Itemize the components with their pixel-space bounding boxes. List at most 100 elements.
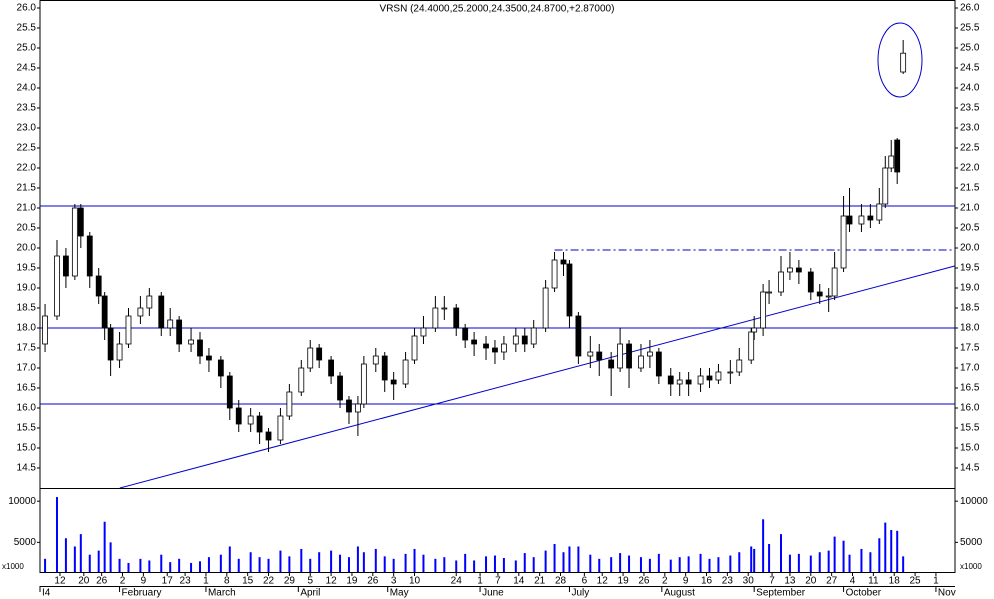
volume-bar [589, 554, 592, 572]
volume-bar [514, 560, 517, 572]
volume-bar [73, 546, 76, 572]
candle-body [816, 291, 823, 297]
volume-bar [869, 552, 872, 572]
candle-body [167, 319, 174, 329]
y-tick-label-right: 23.5 [960, 103, 980, 114]
month-label: July [571, 588, 589, 599]
y-tick-label-right: 26.0 [960, 3, 980, 14]
trend-line [119, 265, 955, 489]
month-label: March [208, 588, 236, 599]
volume-bar [103, 521, 106, 572]
y-tick-label-right: 17.5 [960, 343, 980, 354]
candle-body [77, 207, 84, 237]
candle-body [441, 307, 448, 310]
candle-body [453, 307, 460, 329]
volume-bar [708, 558, 711, 572]
candle-body [256, 415, 263, 433]
x-tick-label: 21 [534, 576, 546, 587]
y-tick-label-right: 22.5 [960, 143, 980, 154]
candle-body [751, 327, 758, 333]
candle-body [492, 347, 498, 353]
volume-bar [198, 561, 201, 572]
volume-bar [678, 557, 681, 572]
candle-body [894, 139, 901, 173]
x-tick-label: 15 [242, 576, 254, 587]
x-tick-label: 25 [910, 576, 922, 587]
candle-body [530, 327, 537, 345]
candle-body [760, 291, 767, 329]
volume-bar [890, 530, 893, 572]
candle-body [626, 343, 632, 369]
x-tick-label: 26 [96, 576, 108, 587]
month-label: April [300, 588, 320, 599]
volume-bar [577, 546, 580, 572]
y-tick-label: 20.5 [17, 223, 37, 234]
y-tick-label-right: 21.0 [960, 203, 980, 214]
x-tick-label: 20 [78, 576, 90, 587]
volume-bar [392, 558, 395, 572]
y-tick-label: 25.5 [17, 23, 37, 34]
candle-body [101, 295, 108, 329]
y-tick-label-right: 20.0 [960, 243, 980, 254]
y-tick-label-right: 24.0 [960, 83, 980, 94]
candle-body [655, 351, 662, 377]
candle-body [390, 379, 397, 385]
volume-bar [79, 534, 82, 572]
volume-bar [237, 558, 240, 572]
volume-bar [455, 560, 458, 572]
y-tick-label: 24.0 [17, 83, 37, 94]
y-tick-label: 19.5 [17, 263, 37, 274]
y-tick-label-right: 16.5 [960, 383, 980, 394]
candle-body [316, 347, 323, 361]
candle-body [235, 407, 242, 425]
candle-body [840, 215, 847, 269]
x-tick-label: 26 [638, 576, 650, 587]
y-tick-label-right: 17.0 [960, 363, 980, 374]
highlight-circle [877, 22, 923, 98]
candle-body [328, 359, 334, 377]
candle-body [197, 339, 203, 357]
volume-bar [127, 562, 130, 572]
volume-bar [383, 556, 386, 572]
volume-bar [88, 554, 91, 572]
candle-body [560, 259, 567, 265]
volume-bar [896, 530, 899, 572]
x-tick-label: 23 [722, 576, 734, 587]
volume-bar [160, 554, 163, 572]
volume-bar [738, 552, 741, 572]
candle-body [471, 339, 478, 345]
y-tick-label: 25.0 [17, 43, 37, 54]
volume-bar [610, 557, 613, 572]
volume-bar [523, 553, 526, 572]
volume-bar [902, 556, 905, 572]
volume-bar [848, 554, 851, 572]
candle-body [647, 351, 653, 357]
volume-bar [258, 557, 261, 572]
volume-bar [330, 550, 333, 572]
volume-bar [502, 558, 505, 572]
candle-body [715, 371, 722, 381]
candle-body [795, 267, 802, 273]
x-tick-label: 10 [409, 576, 421, 587]
volume-bar [347, 557, 350, 572]
candle-body [736, 359, 743, 373]
volume-bar [118, 558, 121, 572]
volume-bar [464, 553, 467, 572]
y-tick-label-right: 14.5 [960, 463, 980, 474]
y-tick-label-right: 21.5 [960, 183, 980, 194]
volume-bar [779, 534, 782, 572]
volume-bar [207, 557, 210, 572]
chart-title: VRSN (24.4000,25.2000,24.3500,24.8700,+2… [380, 4, 615, 15]
candle-body [638, 355, 644, 369]
candle-body [882, 167, 889, 205]
x-tick-label: 6 [582, 576, 588, 587]
price-panel [39, 0, 956, 489]
x-tick-label: 12 [54, 576, 66, 587]
x-tick-label: 7 [495, 576, 501, 587]
month-label: Nov [938, 588, 956, 599]
volume-bar [404, 553, 407, 572]
candle-body [748, 331, 755, 361]
volume-bar [639, 557, 642, 572]
volume-bar [860, 548, 863, 572]
candle-body [307, 347, 314, 369]
